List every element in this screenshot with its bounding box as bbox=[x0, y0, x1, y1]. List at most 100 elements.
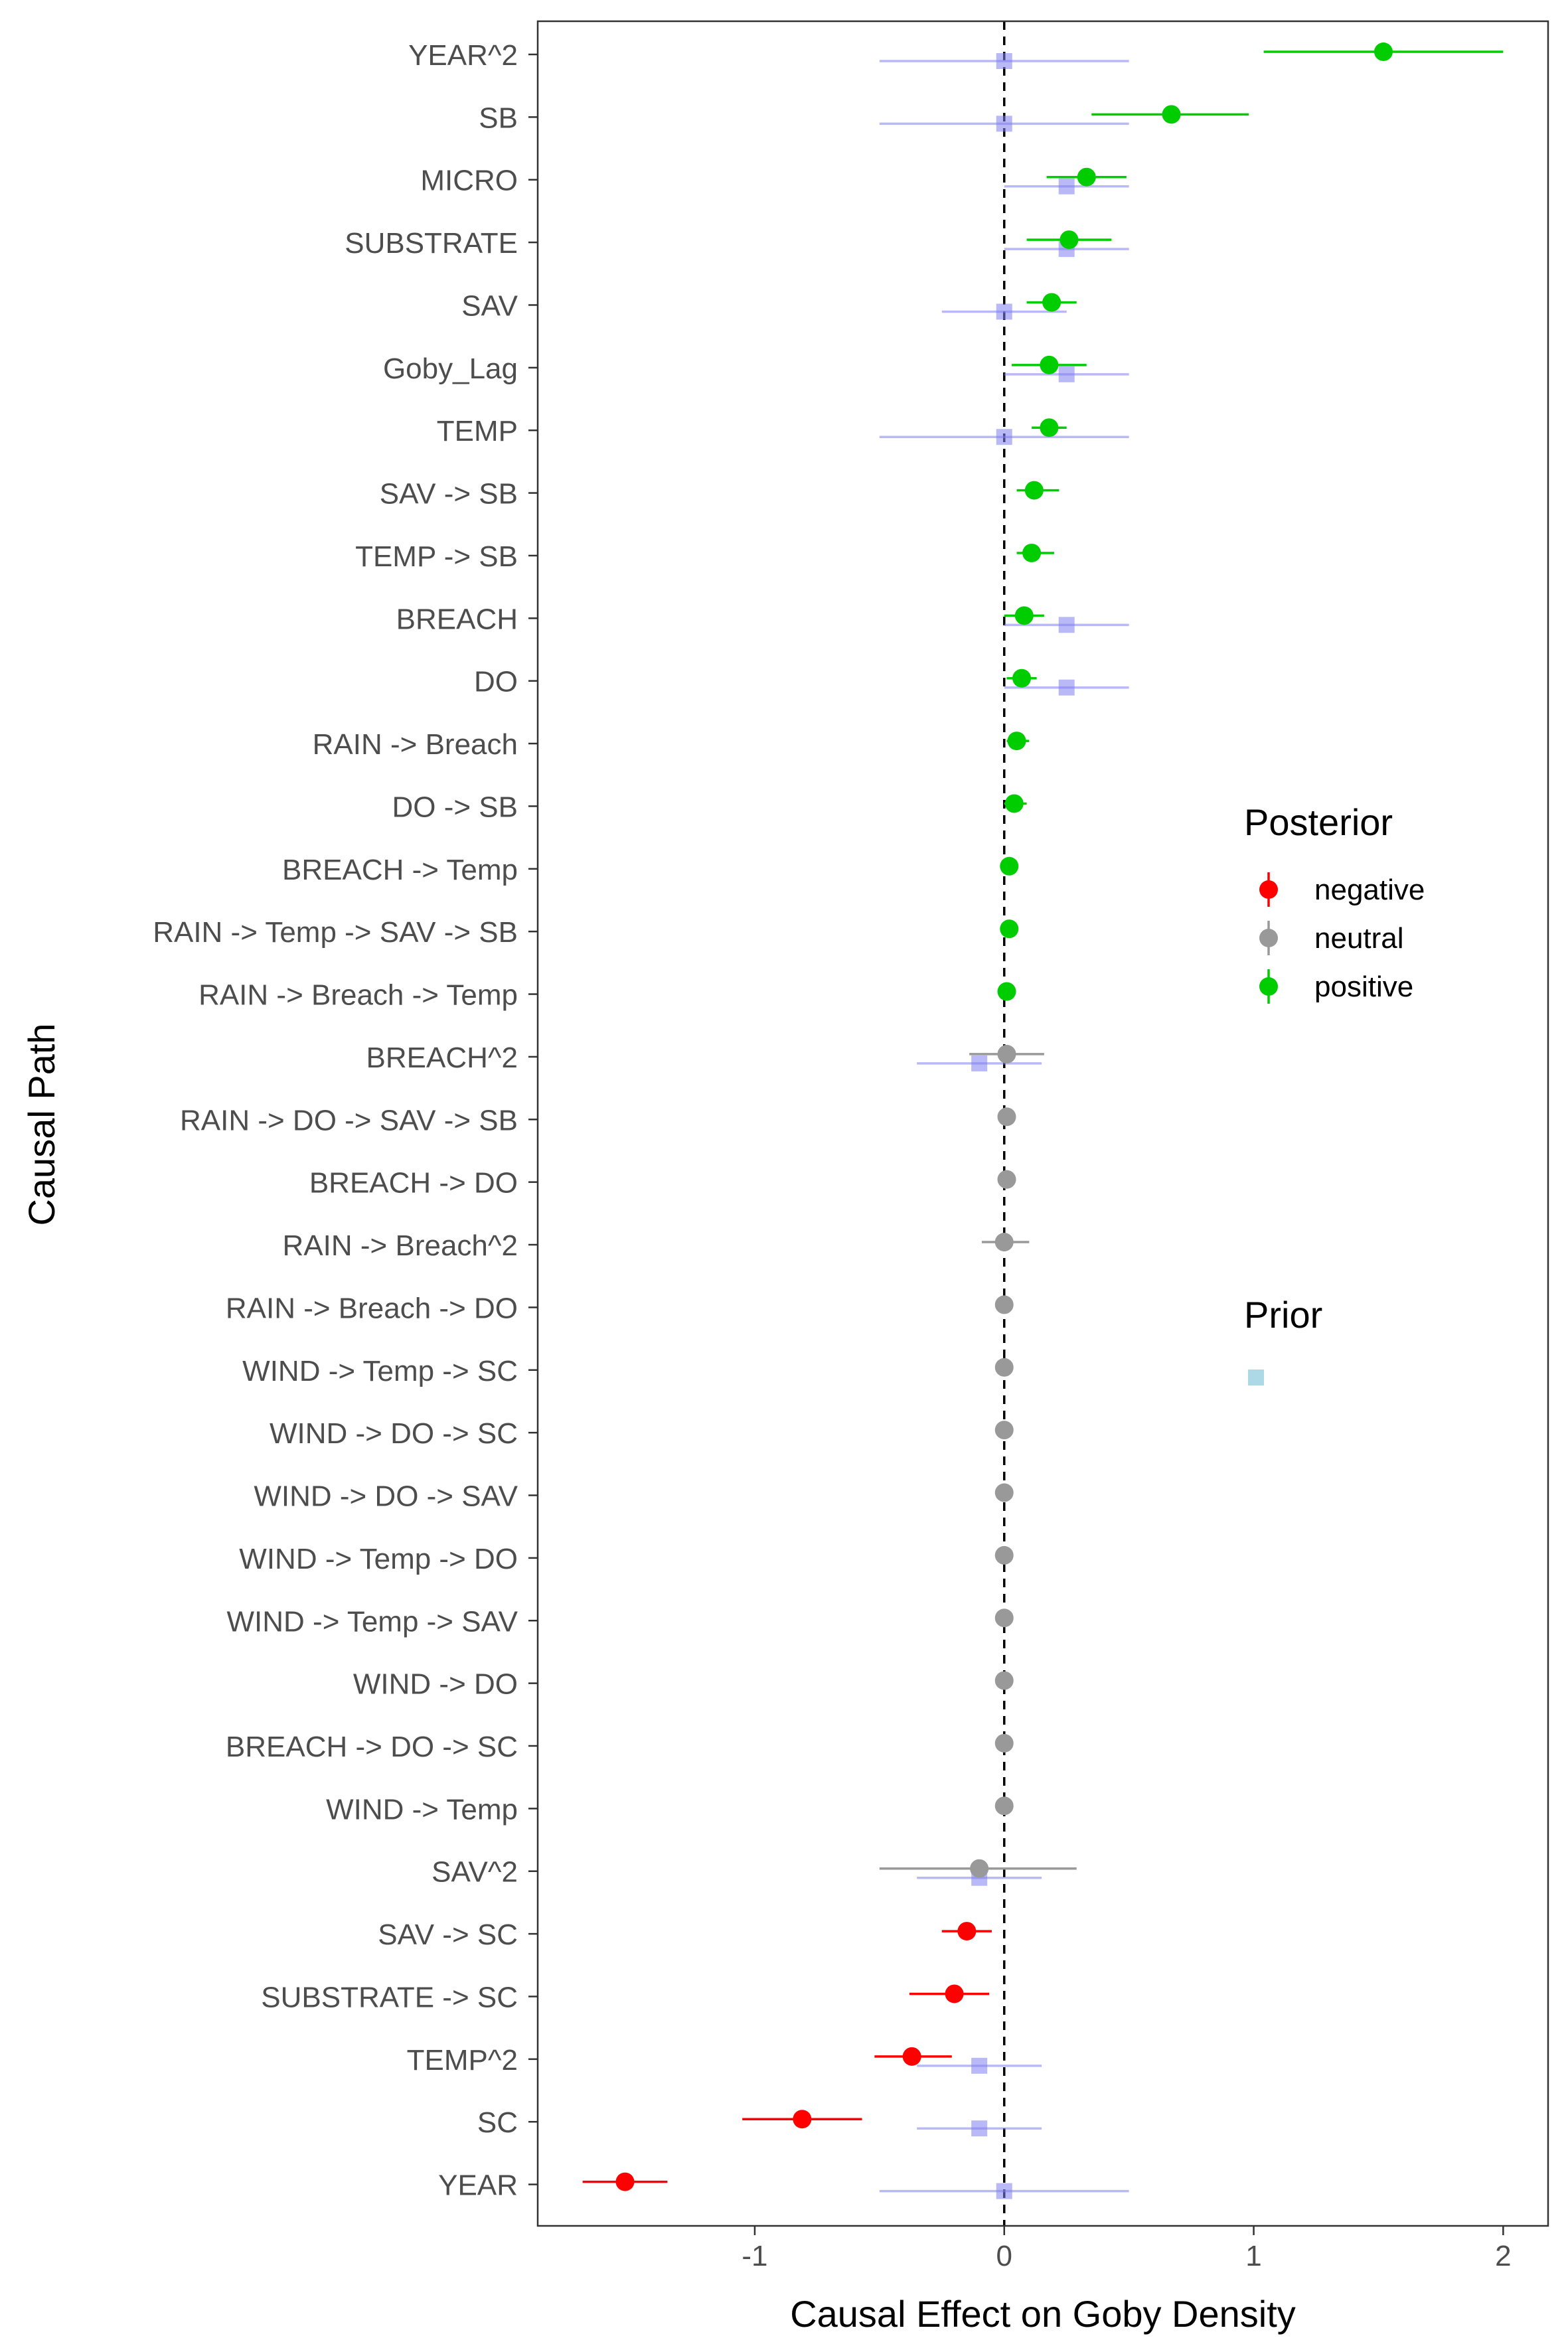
path-row bbox=[994, 1796, 1014, 1816]
y-tick-label: TEMP bbox=[437, 415, 518, 447]
path-row bbox=[917, 1044, 1044, 1071]
path-row bbox=[582, 2172, 1129, 2199]
x-tick-label: 1 bbox=[1245, 2240, 1261, 2272]
posterior-point bbox=[997, 1044, 1016, 1063]
posterior-legend-entry: negative bbox=[1259, 872, 1425, 907]
posterior-point bbox=[902, 2047, 921, 2066]
y-tick-label: BREACH bbox=[396, 603, 518, 635]
posterior-point bbox=[1077, 167, 1096, 187]
prior-point bbox=[971, 2120, 988, 2137]
path-row bbox=[1016, 481, 1059, 500]
posterior-point bbox=[994, 1295, 1014, 1314]
path-row bbox=[874, 2047, 1042, 2074]
posterior-point bbox=[957, 1922, 977, 1941]
prior-point bbox=[1058, 617, 1075, 633]
legend-key-point bbox=[1259, 929, 1278, 947]
prior-point bbox=[996, 429, 1012, 445]
y-tick-label: RAIN -> Breach -> DO bbox=[226, 1292, 518, 1324]
y-tick-label: SUBSTRATE -> SC bbox=[261, 1981, 518, 2013]
posterior-point bbox=[615, 2172, 635, 2191]
posterior-point bbox=[793, 2110, 812, 2129]
posterior-point bbox=[1007, 732, 1026, 751]
legends: Posterior negative neutral positive Prior bbox=[1244, 801, 1425, 1385]
path-row bbox=[879, 105, 1249, 132]
prior-point bbox=[996, 303, 1012, 320]
y-tick-label: SUBSTRATE bbox=[345, 227, 518, 260]
prior-legend-title: Prior bbox=[1244, 1294, 1322, 1336]
y-tick-label: WIND -> Temp -> SC bbox=[242, 1355, 518, 1387]
prior-point bbox=[1058, 679, 1075, 696]
path-row bbox=[742, 2110, 1042, 2137]
prior-point bbox=[1058, 178, 1075, 195]
posterior-point bbox=[994, 1233, 1014, 1252]
posterior-point bbox=[1022, 543, 1042, 562]
path-row bbox=[994, 1358, 1014, 1377]
posterior-point bbox=[970, 1859, 989, 1878]
x-tick-label: 0 bbox=[996, 2240, 1012, 2272]
posterior-point bbox=[1059, 230, 1079, 250]
prior-point bbox=[971, 2057, 988, 2074]
path-row bbox=[879, 418, 1129, 445]
path-row bbox=[997, 1170, 1016, 1189]
y-tick-label: DO bbox=[474, 666, 518, 698]
path-row bbox=[1004, 668, 1129, 696]
y-tick-label: RAIN -> Breach bbox=[313, 728, 518, 761]
legend-entry-label: neutral bbox=[1314, 922, 1404, 955]
posterior-legend-entry: positive bbox=[1259, 969, 1413, 1004]
path-row bbox=[1004, 606, 1129, 633]
posterior-legend-title: Posterior bbox=[1244, 801, 1393, 843]
y-tick-label: WIND -> DO -> SAV bbox=[254, 1480, 518, 1513]
y-tick-label: SAV -> SB bbox=[380, 478, 518, 510]
path-row bbox=[1004, 230, 1129, 258]
posterior-point bbox=[1004, 794, 1024, 813]
y-axis-title: Causal Path bbox=[21, 1023, 62, 1225]
path-row bbox=[994, 1545, 1014, 1565]
y-tick-label: SC bbox=[477, 2106, 518, 2139]
path-row bbox=[997, 982, 1016, 1001]
y-tick-label: SAV bbox=[461, 289, 518, 322]
legend-key-point bbox=[1259, 880, 1278, 899]
path-row bbox=[879, 1859, 1077, 1886]
y-tick-label: DO -> SB bbox=[392, 791, 518, 823]
prior-point bbox=[996, 53, 1012, 69]
y-tick-label: WIND -> Temp -> SAV bbox=[227, 1605, 518, 1638]
prior-legend-key bbox=[1248, 1370, 1264, 1385]
x-tick-label: 2 bbox=[1495, 2240, 1511, 2272]
path-row bbox=[941, 1922, 992, 1941]
x-axis-title: Causal Effect on Goby Density bbox=[790, 2293, 1296, 2335]
y-tick-label: Goby_Lag bbox=[383, 353, 518, 385]
y-tick-label: SB bbox=[479, 102, 518, 134]
path-row bbox=[1004, 355, 1129, 382]
y-tick-label: YEAR^2 bbox=[408, 39, 518, 72]
posterior-point bbox=[1014, 606, 1034, 625]
y-tick-label: TEMP^2 bbox=[407, 2044, 518, 2077]
posterior-point bbox=[1040, 418, 1059, 437]
path-row bbox=[994, 1733, 1014, 1753]
path-row bbox=[997, 1107, 1016, 1127]
path-row bbox=[879, 42, 1504, 69]
legend-entry-label: positive bbox=[1314, 971, 1413, 1003]
posterior-point bbox=[1162, 105, 1181, 124]
y-tick-label: WIND -> Temp bbox=[326, 1793, 518, 1826]
y-tick-label: YEAR bbox=[438, 2169, 518, 2202]
posterior-point bbox=[997, 1170, 1016, 1189]
posterior-legend-entry: neutral bbox=[1259, 921, 1404, 955]
prior-point bbox=[996, 116, 1012, 132]
posterior-point bbox=[994, 1733, 1014, 1753]
path-row bbox=[994, 1295, 1014, 1314]
path-row bbox=[909, 1984, 990, 2003]
posterior-point bbox=[1024, 481, 1044, 500]
posterior-point bbox=[1042, 293, 1061, 312]
path-row bbox=[1000, 919, 1019, 939]
y-tick-label: BREACH -> Temp bbox=[282, 854, 518, 886]
y-tick-label: SAV -> SC bbox=[378, 1919, 518, 1951]
legend-key-point bbox=[1259, 977, 1278, 996]
y-tick-label: TEMP -> SB bbox=[355, 540, 518, 573]
path-row bbox=[994, 1671, 1014, 1690]
prior-point bbox=[1058, 366, 1075, 382]
path-row bbox=[981, 1233, 1030, 1252]
y-tick-label: RAIN -> Breach^2 bbox=[283, 1229, 518, 1262]
posterior-point bbox=[994, 1545, 1014, 1565]
y-tick-label: BREACH -> DO -> SC bbox=[226, 1731, 518, 1763]
